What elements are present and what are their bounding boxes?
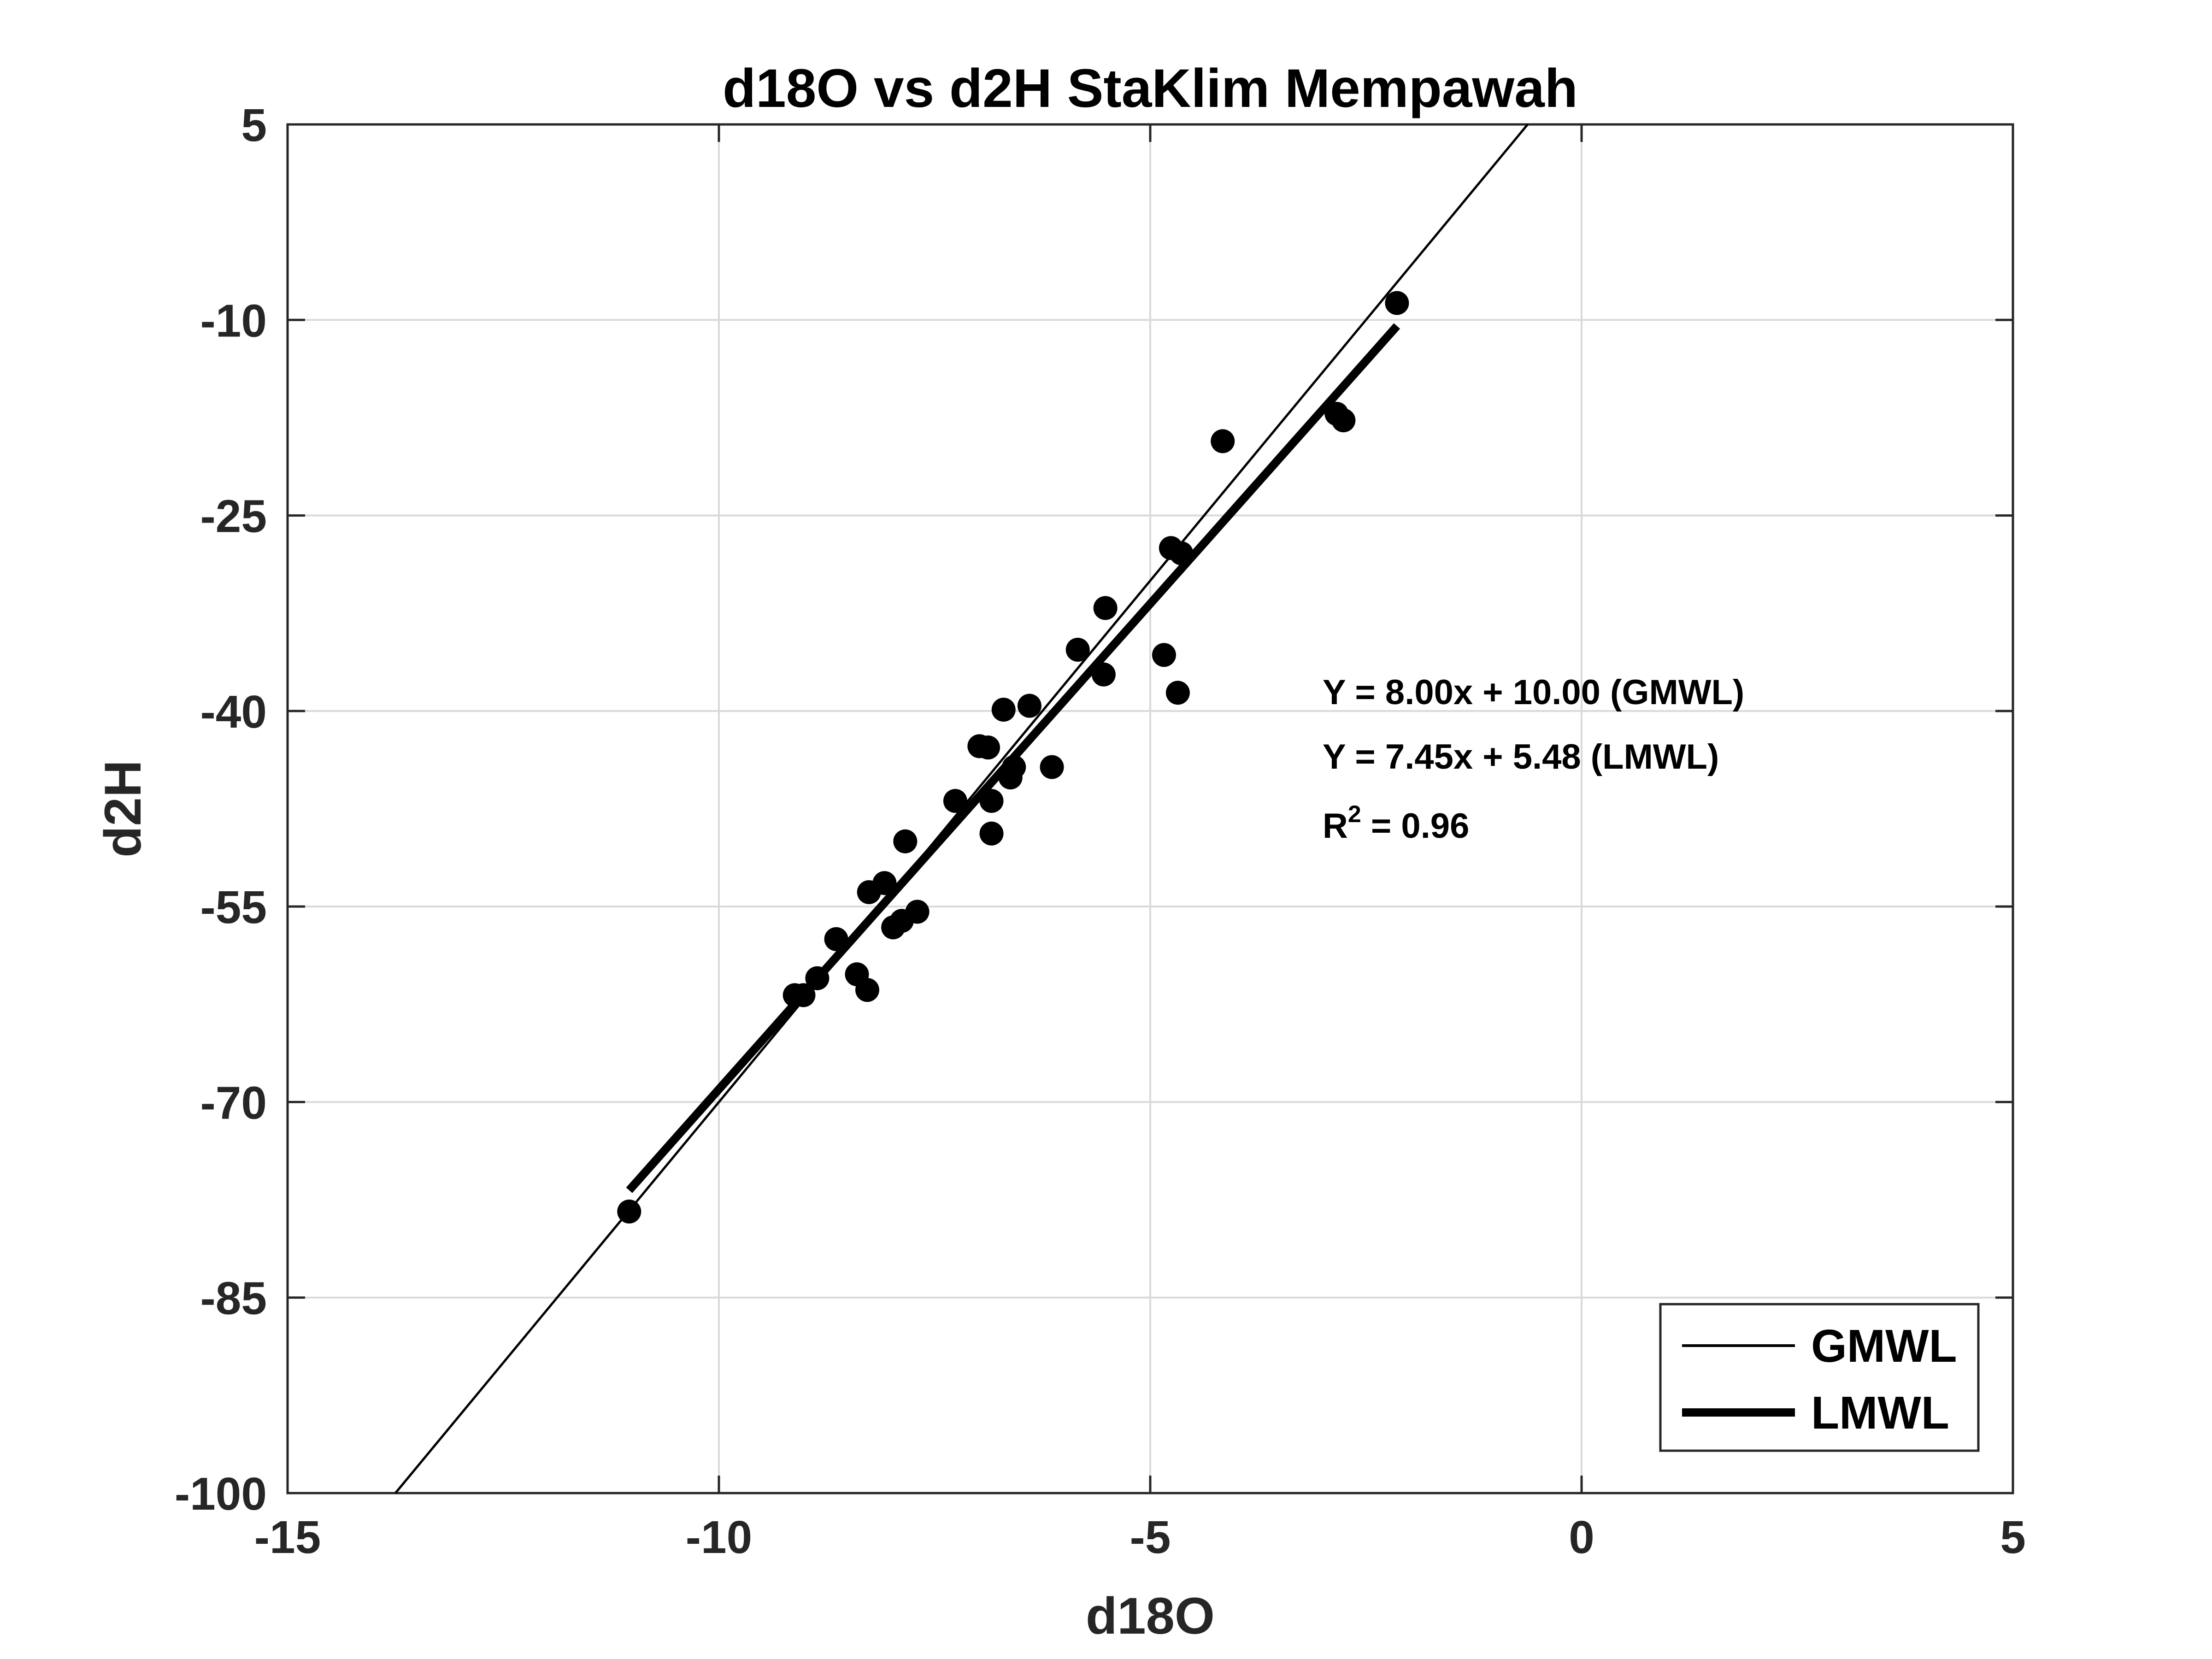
data-point	[617, 1200, 641, 1224]
y-tick-label: -100	[175, 1468, 267, 1520]
data-point	[1093, 596, 1118, 620]
y-tick-label: 5	[241, 100, 267, 151]
data-point	[943, 789, 967, 813]
data-point	[1091, 662, 1116, 687]
r-squared-text: R2 = 0.96	[1323, 801, 1469, 846]
y-tick-label: -55	[200, 882, 267, 933]
data-point	[991, 698, 1016, 722]
data-point	[872, 871, 897, 895]
y-tick-label: -40	[200, 686, 267, 738]
data-point	[791, 983, 816, 1007]
data-point	[805, 966, 830, 990]
data-point	[1169, 541, 1194, 565]
x-tick-label: -15	[254, 1512, 321, 1563]
data-point	[1152, 643, 1176, 667]
legend-box	[1659, 1303, 1980, 1452]
data-point	[1331, 408, 1356, 433]
y-tick-label: -85	[200, 1273, 267, 1324]
y-tick-label: -10	[200, 295, 267, 347]
data-point	[1040, 755, 1064, 779]
data-point	[855, 978, 879, 1002]
grid	[288, 124, 2013, 1493]
legend-lmwl-label: LMWL	[1811, 1387, 1949, 1439]
data-point	[1385, 291, 1409, 315]
legend: GMWL LMWL	[1659, 1303, 1980, 1452]
y-axis-label: d2H	[94, 760, 152, 858]
data-point	[1002, 755, 1026, 779]
axes-box	[286, 123, 2014, 1494]
data-points	[617, 291, 1409, 1224]
x-tick-label: -10	[686, 1512, 753, 1563]
r2-superscript: 2	[1348, 801, 1361, 828]
gmwl-equation: Y = 8.00x + 10.00 (GMWL)	[1323, 673, 1744, 712]
y-tick-labels: -100 -85 -70 -55 -40 -25 -10 5	[175, 100, 267, 1520]
data-point	[979, 821, 1004, 846]
y-tick-label: -70	[200, 1077, 267, 1129]
data-point	[824, 927, 848, 951]
legend-gmwl-label: GMWL	[1811, 1320, 1957, 1372]
data-point	[976, 735, 1000, 760]
r2-suffix: = 0.96	[1361, 806, 1470, 846]
data-point	[979, 789, 1004, 813]
x-tick-label: 5	[2000, 1512, 2026, 1563]
data-point	[905, 900, 930, 924]
lmwl-equation: Y = 7.45x + 5.48 (LMWL)	[1323, 737, 1719, 777]
data-point	[1211, 429, 1235, 453]
data-point	[1165, 681, 1190, 705]
x-tick-label: -5	[1130, 1512, 1171, 1563]
chart-title: d18O vs d2H StaKlim Mempawah	[723, 58, 1578, 119]
r2-prefix: R	[1323, 806, 1348, 846]
data-point	[1065, 637, 1090, 662]
equation-annotations: Y = 8.00x + 10.00 (GMWL) Y = 7.45x + 5.4…	[1323, 673, 1744, 846]
x-tick-label: 0	[1569, 1512, 1594, 1563]
y-tick-label: -25	[200, 491, 267, 542]
data-point	[1017, 694, 1041, 718]
data-point	[893, 829, 918, 853]
x-tick-labels: -15 -10 -5 0 5	[254, 1512, 2026, 1563]
x-axis-label: d18O	[1086, 1587, 1215, 1645]
